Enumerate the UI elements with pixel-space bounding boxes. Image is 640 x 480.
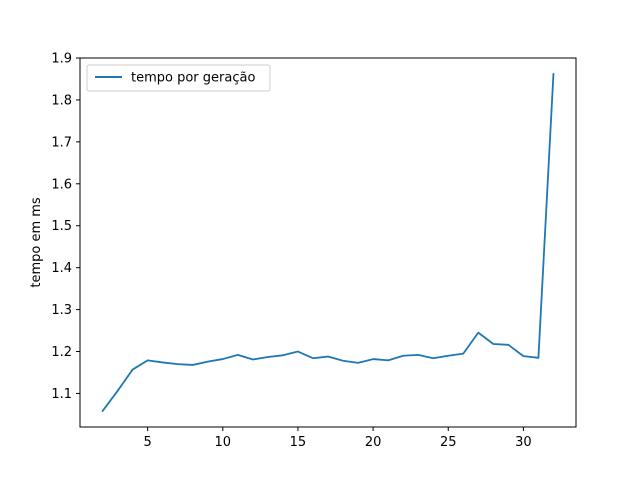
y-tick-label: 1.8 [51,93,72,108]
x-tick-label: 25 [440,435,457,450]
y-tick-label: 1.9 [51,52,72,67]
y-tick-label: 1.1 [51,387,72,402]
x-tick-label: 10 [215,435,232,450]
y-tick-label: 1.6 [51,177,72,192]
x-tick-label: 5 [143,435,151,450]
y-axis-label: tempo em ms [29,197,44,288]
y-tick-label: 1.4 [51,261,72,276]
y-tick-label: 1.2 [51,345,72,360]
y-tick-label: 1.3 [51,303,72,318]
x-axis-ticks: 5 10 15 20 25 30 [143,427,532,450]
series-line [101,73,555,412]
legend-label: tempo por geração [131,71,255,86]
legend: tempo por geração [86,64,271,92]
x-tick-label: 30 [515,435,532,450]
plot-area [80,58,576,427]
x-tick-label: 15 [290,435,307,450]
x-tick-label: 20 [365,435,382,450]
y-tick-label: 1.7 [51,135,72,150]
y-axis-ticks: 1.1 1.2 1.3 1.4 1.5 1.6 1.7 1.8 1.9 [51,52,80,402]
legend-box [86,64,271,92]
plot-frame [79,57,577,428]
y-tick-label: 1.5 [51,219,72,234]
series-layer [101,73,555,412]
